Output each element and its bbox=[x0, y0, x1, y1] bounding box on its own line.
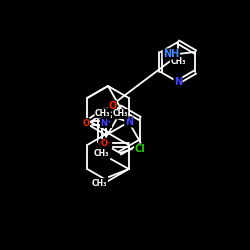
Text: CH₃: CH₃ bbox=[170, 56, 186, 66]
Text: NH: NH bbox=[163, 49, 180, 59]
Text: CH₃: CH₃ bbox=[112, 110, 128, 118]
Text: O: O bbox=[108, 101, 116, 111]
Text: O⁻: O⁻ bbox=[100, 140, 112, 148]
Text: O: O bbox=[99, 140, 107, 150]
Text: N: N bbox=[174, 77, 182, 87]
Text: CH₃: CH₃ bbox=[94, 148, 110, 158]
Text: CH₃: CH₃ bbox=[95, 108, 110, 118]
Text: Cl: Cl bbox=[134, 144, 145, 154]
Text: N⁺: N⁺ bbox=[100, 118, 112, 128]
Text: O: O bbox=[82, 118, 89, 128]
Text: CH₃: CH₃ bbox=[92, 178, 108, 188]
Text: N: N bbox=[125, 117, 133, 127]
